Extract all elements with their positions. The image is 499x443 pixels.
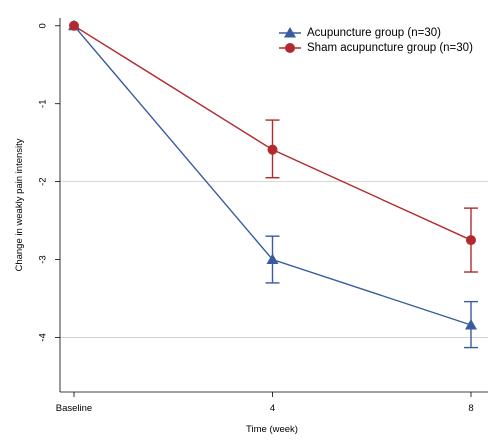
legend-marker — [284, 27, 296, 38]
x-tick-label: 4 — [270, 403, 275, 414]
data-point — [69, 20, 79, 31]
axes: 0 -1 -2 -3 -4 Baseline 4 8 — [38, 18, 488, 414]
x-tick-label: 8 — [468, 403, 473, 414]
legend-marker — [285, 43, 295, 53]
y-tick-label: 0 — [38, 23, 49, 28]
y-tick-label: -1 — [38, 99, 49, 107]
x-axis-title: Time (week) — [246, 424, 298, 435]
y-tick-label: -4 — [38, 333, 49, 341]
legend-entry-2: Sham acupuncture group (n=30) — [279, 42, 473, 54]
series-layer — [68, 19, 478, 349]
legend-label: Acupuncture group (n=30) — [307, 27, 441, 39]
data-point — [466, 235, 476, 246]
y-tick-label: -2 — [38, 177, 49, 185]
y-axis-title: Change in weakly pain intensity — [14, 138, 25, 271]
data-point — [465, 318, 477, 330]
legend-label: Sham acupuncture group (n=30) — [307, 42, 473, 54]
legend: Acupuncture group (n=30) Sham acupuncture… — [279, 27, 473, 54]
series-2 — [69, 20, 478, 273]
series-1 — [68, 19, 478, 349]
data-point — [266, 253, 279, 265]
legend-entry-1: Acupuncture group (n=30) — [279, 27, 441, 39]
gridlines — [60, 181, 488, 338]
y-tick-label: -3 — [38, 255, 49, 263]
data-point — [267, 144, 278, 155]
x-tick-label: Baseline — [56, 403, 92, 414]
